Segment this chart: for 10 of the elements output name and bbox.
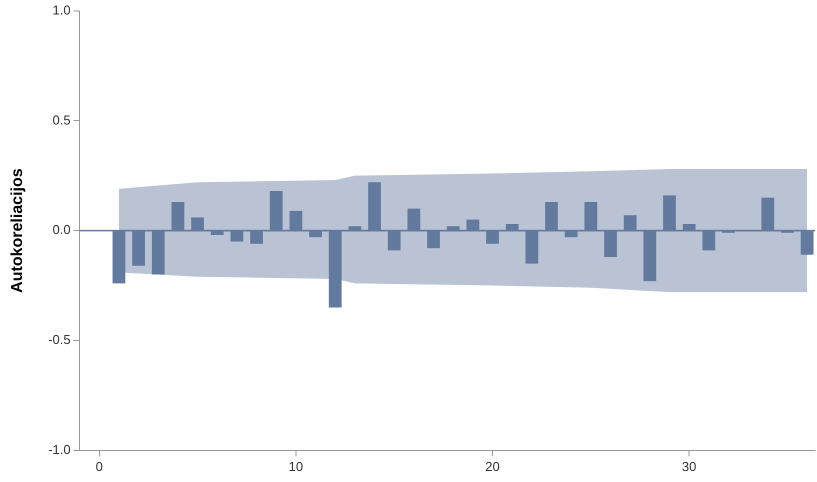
y-tick-label: -0.5: [48, 332, 71, 348]
x-tick-label: 30: [682, 458, 696, 474]
x-tick-label: 20: [485, 458, 500, 474]
y-tick-label: 1.0: [52, 2, 71, 18]
y-axis-title: Autokoreliacijos: [9, 168, 26, 293]
y-tick-label: 0.0: [52, 222, 71, 238]
y-tick-label: -1.0: [48, 442, 71, 457]
x-tick-label: 10: [288, 458, 304, 474]
y-tick-label: 0.5: [52, 112, 71, 128]
x-tick-label: 0: [96, 458, 103, 474]
